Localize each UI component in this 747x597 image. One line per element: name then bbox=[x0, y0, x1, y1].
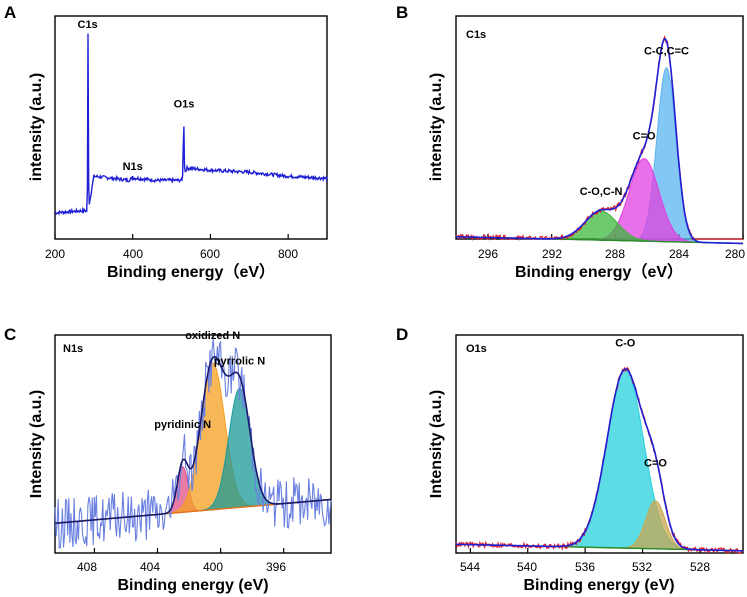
panel-a-annotation: O1s bbox=[174, 98, 195, 110]
panel-c-annotation: pyrrolic N bbox=[214, 356, 265, 368]
panel-b: B C1s C-C,C=C C=O C-O,C-N 296 292 288 284 … bbox=[396, 3, 745, 281]
panel-b-xtick: 288 bbox=[605, 247, 625, 261]
panel-d-xtick: 536 bbox=[575, 560, 595, 574]
panel-d-xtick: 544 bbox=[460, 560, 480, 574]
panel-c-annotation: pyridinic N bbox=[154, 419, 211, 431]
panel-a-xtick: 600 bbox=[200, 247, 220, 261]
panel-b-line-experimental bbox=[455, 35, 743, 241]
panel-b-xtick: 296 bbox=[478, 247, 498, 261]
panel-b-annotation: C-C,C=C bbox=[644, 46, 689, 58]
panel-d-xlabel: Binding energy (eV) bbox=[523, 577, 674, 594]
panel-a-xtick: 400 bbox=[123, 247, 143, 261]
panel-d-xtick: 540 bbox=[517, 560, 537, 574]
panel-c: C N1s pyridinic N oxidized N pyrrolic N 40… bbox=[4, 325, 332, 594]
panel-c-line-envelope bbox=[54, 355, 332, 525]
panel-b-axes bbox=[455, 15, 744, 240]
panel-a-annotation: C1s bbox=[78, 19, 98, 31]
panel-a-annotation: N1s bbox=[123, 161, 143, 173]
panel-d-annotation: C-O bbox=[615, 337, 636, 349]
panel-b-annotation: C=O bbox=[633, 130, 656, 142]
panel-a-ylabel: intensity (a.u.) bbox=[28, 73, 45, 181]
panel-c-axes bbox=[54, 334, 332, 554]
panel-b-xtick: 292 bbox=[542, 247, 562, 261]
panel-c-annotation: oxidized N bbox=[185, 330, 240, 342]
panel-c-ylabel: Intensity (a.u.) bbox=[28, 390, 45, 498]
panel-d-xtick: 532 bbox=[632, 560, 652, 574]
panel-b-ylabel: intensity (a.u.) bbox=[428, 73, 445, 181]
panel-a-marks: C1s N1s O1s bbox=[54, 19, 328, 239]
panel-a-xticks: 200 400 600 800 bbox=[45, 247, 298, 261]
panel-b-xtick: 284 bbox=[669, 247, 689, 261]
panel-c-xticks: 408 404 400 396 bbox=[77, 560, 286, 574]
panel-c-xtick: 396 bbox=[266, 560, 286, 574]
panel-c-title: N1s bbox=[63, 343, 83, 355]
panel-a-xtick: 800 bbox=[278, 247, 298, 261]
panel-b-annotation: C-O,C-N bbox=[580, 186, 623, 198]
panel-b-marks: C-C,C=C C=O C-O,C-N bbox=[455, 35, 744, 245]
panel-d-ylabel: Intensity (a.u.) bbox=[428, 390, 445, 498]
panel-c-marks: pyridinic N oxidized N pyrrolic N bbox=[54, 330, 332, 553]
panel-c-xtick: 400 bbox=[203, 560, 223, 574]
panel-a-xlabel: Binding energy（eV） bbox=[107, 263, 275, 281]
panel-c-xtick: 408 bbox=[77, 560, 97, 574]
panel-a: A C1s N1s O1s 200 400 600 800 Binding ener… bbox=[4, 3, 328, 281]
panel-b-title: C1s bbox=[466, 29, 486, 41]
panel-d-letter: D bbox=[396, 325, 408, 344]
panel-d-peak-c-o bbox=[456, 368, 743, 552]
panel-d: D O1s C-O C=O 544 540 536 532 528 Binding… bbox=[396, 325, 744, 594]
panel-d-marks: C-O C=O bbox=[455, 337, 744, 554]
panel-d-xticks: 544 540 536 532 528 bbox=[460, 560, 710, 574]
panel-a-axes bbox=[54, 15, 328, 240]
panel-d-title: O1s bbox=[466, 343, 487, 355]
panel-b-letter: B bbox=[396, 3, 408, 22]
panel-a-xtick: 200 bbox=[45, 247, 65, 261]
panel-c-xtick: 404 bbox=[140, 560, 160, 574]
panel-b-xticks: 296 292 288 284 280 bbox=[478, 247, 745, 261]
panel-b-xlabel: Binding energy（eV） bbox=[515, 263, 683, 281]
panel-d-annotation: C=O bbox=[644, 457, 667, 469]
panel-c-xlabel: Binding energy (eV) bbox=[117, 577, 268, 594]
panel-a-line-survey-spectrum bbox=[54, 33, 328, 216]
panel-d-axes bbox=[455, 334, 744, 554]
panel-b-line-envelope bbox=[456, 38, 744, 245]
panel-d-line-envelope bbox=[456, 368, 743, 552]
panel-a-letter: A bbox=[4, 3, 16, 22]
panel-b-xtick: 280 bbox=[725, 247, 745, 261]
panel-d-xtick: 528 bbox=[690, 560, 710, 574]
panel-c-line-experimental bbox=[54, 338, 332, 549]
panel-c-letter: C bbox=[4, 325, 16, 344]
